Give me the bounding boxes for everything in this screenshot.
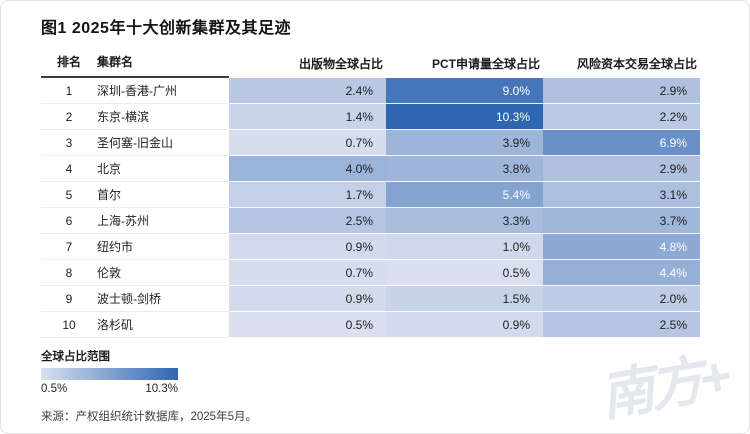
table-row: 8 伦敦 0.7% 0.5% 4.4% xyxy=(41,260,700,286)
figure-title: 图1 2025年十大创新集群及其足迹 xyxy=(41,20,291,37)
header-rank: 排名 xyxy=(41,53,97,78)
table-row: 10 洛杉矶 0.5% 0.9% 2.5% xyxy=(41,312,700,338)
header-cluster-name: 集群名 xyxy=(97,53,229,78)
table-row: 2 东京-横滨 1.4% 10.3% 2.2% xyxy=(41,104,700,130)
legend-gradient-bar xyxy=(41,368,178,380)
table-row: 1 深圳-香港-广州 2.4% 9.0% 2.9% xyxy=(41,78,700,104)
cell-cluster-name: 深圳-香港-广州 xyxy=(97,78,229,104)
cell-heat-value: 0.5% xyxy=(386,260,543,286)
legend-max-label: 10.3% xyxy=(145,383,178,395)
cell-rank: 5 xyxy=(41,182,97,208)
cell-cluster-name: 洛杉矶 xyxy=(97,312,229,338)
cell-heat-value: 5.4% xyxy=(386,182,543,208)
source-note: 来源：产权组织统计数据库，2025年5月。 xyxy=(41,411,257,423)
cell-heat-value: 1.7% xyxy=(229,182,386,208)
cell-heat-value: 0.5% xyxy=(229,312,386,338)
cell-cluster-name: 东京-横滨 xyxy=(97,104,229,130)
cell-heat-value: 0.7% xyxy=(229,130,386,156)
legend-label: 全球占比范围 xyxy=(41,351,110,363)
cell-heat-value: 2.5% xyxy=(229,208,386,234)
cell-heat-value: 3.9% xyxy=(386,130,543,156)
cell-cluster-name: 圣何塞-旧金山 xyxy=(97,130,229,156)
cell-heat-value: 3.3% xyxy=(386,208,543,234)
table-row: 7 纽约市 0.9% 1.0% 4.8% xyxy=(41,234,700,260)
cell-heat-value: 4.8% xyxy=(543,234,700,260)
header-pct-filings: PCT申请量全球占比 xyxy=(431,57,540,71)
cell-heat-value: 3.8% xyxy=(386,156,543,182)
cell-heat-value: 2.0% xyxy=(543,286,700,312)
cell-rank: 10 xyxy=(41,312,97,338)
cell-heat-value: 0.9% xyxy=(229,234,386,260)
cell-rank: 8 xyxy=(41,260,97,286)
cell-rank: 4 xyxy=(41,156,97,182)
cell-heat-value: 1.0% xyxy=(386,234,543,260)
cell-rank: 6 xyxy=(41,208,97,234)
cell-cluster-name: 伦敦 xyxy=(97,260,229,286)
cell-rank: 9 xyxy=(41,286,97,312)
table-row: 5 首尔 1.7% 5.4% 3.1% xyxy=(41,182,700,208)
cell-heat-value: 1.5% xyxy=(386,286,543,312)
table-row: 6 上海-苏州 2.5% 3.3% 3.7% xyxy=(41,208,700,234)
cell-heat-value: 4.0% xyxy=(229,156,386,182)
legend-ticks: 0.5% 10.3% xyxy=(41,383,178,395)
header-publications: 出版物全球占比 xyxy=(298,57,383,71)
cell-cluster-name: 上海-苏州 xyxy=(97,208,229,234)
cell-heat-value: 2.9% xyxy=(543,78,700,104)
cell-cluster-name: 首尔 xyxy=(97,182,229,208)
cell-cluster-name: 波士顿-剑桥 xyxy=(97,286,229,312)
table-row: 3 圣何塞-旧金山 0.7% 3.9% 6.9% xyxy=(41,130,700,156)
cell-heat-value: 2.2% xyxy=(543,104,700,130)
cell-heat-value: 0.9% xyxy=(386,312,543,338)
cell-heat-value: 2.5% xyxy=(543,312,700,338)
table-body: 1 深圳-香港-广州 2.4% 9.0% 2.9% 2 东京-横滨 1.4% 10.3% 2.2%… xyxy=(41,78,700,338)
heatmap-table: 排名 集群名 出版物全球占比 PCT申请量全球占比 风险资本交易全球占比 1 深圳… xyxy=(41,51,700,338)
cell-heat-value: 2.4% xyxy=(229,78,386,104)
color-scale-legend: 全球占比范围 0.5% 10.3% xyxy=(41,348,749,395)
table-header-row: 排名 集群名 出版物全球占比 PCT申请量全球占比 风险资本交易全球占比 xyxy=(41,51,700,78)
cell-heat-value: 10.3% xyxy=(386,104,543,130)
cell-heat-value: 3.1% xyxy=(543,182,700,208)
table-row: 9 波士顿-剑桥 0.9% 1.5% 2.0% xyxy=(41,286,700,312)
cell-heat-value: 9.0% xyxy=(386,78,543,104)
cell-rank: 3 xyxy=(41,130,97,156)
cell-rank: 2 xyxy=(41,104,97,130)
cell-heat-value: 3.7% xyxy=(543,208,700,234)
cell-rank: 1 xyxy=(41,78,97,104)
cell-heat-value: 0.7% xyxy=(229,260,386,286)
cell-cluster-name: 纽约市 xyxy=(97,234,229,260)
cell-heat-value: 4.4% xyxy=(543,260,700,286)
cell-heat-value: 6.9% xyxy=(543,130,700,156)
cell-cluster-name: 北京 xyxy=(97,156,229,182)
table-row: 4 北京 4.0% 3.8% 2.9% xyxy=(41,156,700,182)
header-venture-capital: 风险资本交易全球占比 xyxy=(576,57,697,71)
cell-rank: 7 xyxy=(41,234,97,260)
cell-heat-value: 2.9% xyxy=(543,156,700,182)
legend-min-label: 0.5% xyxy=(41,383,68,395)
cell-heat-value: 1.4% xyxy=(229,104,386,130)
cell-heat-value: 0.9% xyxy=(229,286,386,312)
